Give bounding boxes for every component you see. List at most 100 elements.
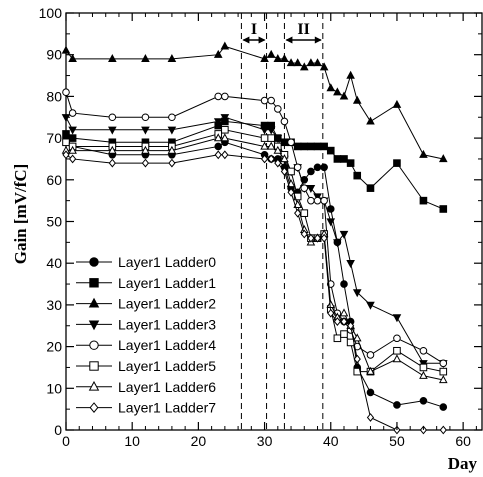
data-point-marker — [221, 92, 229, 101]
data-point-marker — [68, 54, 77, 63]
legend-entry-label: Layer1 Ladder4 — [118, 337, 216, 353]
data-point-marker — [260, 141, 269, 150]
region-arrow-left — [242, 36, 250, 44]
data-point-marker — [419, 370, 428, 379]
data-point-marker — [393, 346, 401, 355]
data-point-marker — [392, 314, 402, 323]
data-point-marker — [141, 158, 150, 168]
data-point-marker — [286, 58, 296, 67]
x-tick-label: 10 — [124, 433, 140, 449]
data-point-marker — [62, 130, 70, 138]
data-point-marker — [340, 280, 348, 288]
data-point-marker — [392, 99, 402, 108]
data-point-marker — [300, 229, 308, 239]
data-point-marker — [141, 126, 150, 135]
data-point-marker — [266, 141, 276, 150]
data-point-marker — [266, 126, 276, 135]
data-point-marker — [313, 163, 322, 172]
data-point-marker — [346, 260, 355, 269]
data-point-marker — [61, 45, 71, 54]
y-axis-label: Gain [mV/fC] — [11, 164, 30, 265]
data-point-marker — [267, 96, 275, 105]
y-tick-label: 30 — [46, 297, 62, 313]
data-point-marker — [353, 171, 362, 180]
data-point-marker — [260, 96, 269, 105]
legend-entry-label: Layer1 Ladder6 — [118, 379, 216, 395]
data-point-marker — [313, 58, 322, 67]
data-point-marker — [294, 208, 302, 218]
data-point-marker — [333, 155, 342, 163]
data-point-marker — [62, 138, 70, 147]
data-point-marker — [353, 354, 361, 364]
data-point-marker — [439, 367, 448, 376]
data-point-marker — [307, 196, 315, 205]
data-point-marker — [347, 321, 355, 331]
data-point-marker — [438, 154, 448, 163]
data-point-marker — [280, 117, 289, 126]
data-point-marker — [108, 113, 117, 122]
legend-entry-label: Layer1 Ladder3 — [118, 316, 216, 332]
data-point-marker — [346, 338, 355, 347]
region-label: II — [297, 21, 309, 38]
data-point-marker — [313, 233, 322, 243]
y-tick-label: 100 — [39, 5, 63, 21]
y-tick-label: 40 — [46, 255, 62, 271]
data-point-marker — [339, 91, 349, 100]
y-tick-label: 20 — [46, 339, 62, 355]
series-line — [65, 129, 444, 373]
data-point-marker — [61, 114, 71, 123]
data-point-marker — [220, 133, 230, 142]
data-point-marker — [293, 142, 302, 151]
data-point-marker — [439, 205, 448, 213]
legend-entry-label: Layer1 Ladder2 — [118, 296, 216, 312]
data-point-marker — [141, 113, 150, 122]
data-point-marker — [306, 185, 316, 193]
data-point-marker — [340, 317, 348, 326]
data-point-marker — [287, 187, 295, 197]
data-point-marker — [419, 149, 428, 158]
data-point-marker — [346, 70, 355, 79]
data-point-marker — [89, 402, 99, 414]
series-line — [65, 154, 444, 431]
data-point-marker — [62, 88, 70, 97]
data-point-marker — [419, 196, 428, 205]
y-tick-label: 70 — [46, 130, 62, 146]
data-point-marker — [108, 126, 117, 135]
data-point-marker — [89, 278, 99, 288]
series-2 — [61, 41, 448, 163]
data-point-marker — [313, 142, 322, 151]
data-point-marker — [89, 257, 99, 267]
data-point-marker — [346, 159, 355, 167]
data-point-marker — [366, 388, 375, 397]
series-1 — [62, 117, 448, 213]
data-point-marker — [439, 359, 448, 368]
data-point-marker — [280, 138, 289, 147]
data-point-marker — [167, 145, 177, 154]
data-point-marker — [260, 134, 269, 142]
data-point-marker — [280, 167, 289, 176]
data-point-marker — [352, 95, 362, 104]
data-point-marker — [419, 363, 428, 372]
data-point-marker — [333, 317, 341, 326]
legend-entry-label: Layer1 Ladder7 — [118, 400, 216, 416]
data-point-marker — [108, 158, 116, 168]
y-tick-label: 0 — [54, 422, 62, 438]
data-point-marker — [306, 58, 316, 67]
data-point-marker — [333, 87, 342, 96]
data-point-marker — [393, 401, 401, 409]
legend-entry-label: Layer1 Ladder5 — [118, 358, 216, 374]
data-point-marker — [220, 114, 230, 123]
data-point-marker — [260, 54, 269, 63]
x-tick-label: 40 — [323, 433, 339, 449]
data-point-marker — [293, 199, 302, 208]
data-point-marker — [320, 142, 328, 151]
data-point-marker — [320, 196, 328, 205]
data-point-marker — [68, 109, 77, 117]
data-point-marker — [333, 239, 342, 248]
data-point-marker — [340, 330, 348, 338]
data-point-marker — [89, 361, 99, 371]
data-point-marker — [88, 320, 100, 331]
data-point-marker — [273, 134, 283, 143]
data-point-marker — [319, 62, 329, 71]
